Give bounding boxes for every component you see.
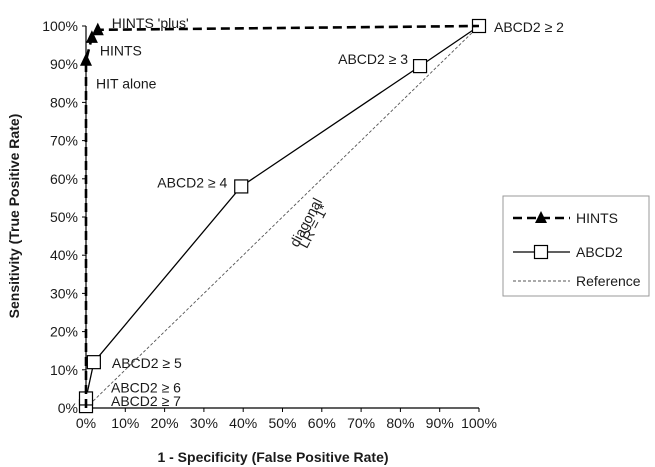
annotation-label: ABCD2 ≥ 6 [111,379,181,395]
legend-square-marker [533,244,549,260]
triangle-marker [91,22,104,36]
annotation-label: HINTS [100,42,142,58]
x-axis-title: 1 - Specificity (False Positive Rate) [157,449,388,465]
y-tick-label: 40% [50,247,78,263]
x-tick-label: 10% [111,415,139,431]
y-tick-label: 0% [58,400,78,416]
y-axis-ticks: 0% 10% 20% 30% 40% 50% 60% 70% 80% 90% 100% [42,18,86,416]
x-tick-label: 30% [190,415,218,431]
x-tick-label: 60% [308,415,336,431]
annotation-label: ABCD2 ≥ 3 [338,51,408,67]
y-tick-label: 30% [50,285,78,301]
annotation-label: ABCD2 ≥ 2 [494,19,564,35]
x-tick-label: 90% [426,415,454,431]
annotation-label: ABCD2 ≥ 4 [157,174,227,190]
y-tick-label: 70% [50,133,78,149]
x-tick-label: 70% [347,415,375,431]
y-tick-label: 10% [50,362,78,378]
x-tick-label: 100% [461,415,497,431]
annotation-label: ABCD2 ≥ 5 [112,355,182,371]
annotation-label: ABCD2 ≥ 7 [111,393,181,409]
y-tick-label: 90% [50,56,78,72]
legend-item-abcd2: ABCD2 [513,244,623,260]
legend-box [502,195,650,297]
series-hints [80,22,480,408]
x-tick-label: 0% [76,415,96,431]
series-line-reference [85,25,480,409]
square-marker [86,355,101,370]
legend: HINTS ABCD2 Reference [502,195,650,297]
legend-triangle-marker [535,211,547,223]
legend-label: Reference [576,273,641,289]
x-axis-ticks: 0% 10% 20% 30% 40% 50% 60% 70% 80% 90% 100% [76,408,497,431]
x-tick-label: 40% [229,415,257,431]
annotation-label: HINTS 'plus' [112,15,189,31]
y-tick-label: 80% [50,94,78,110]
legend-item-hints: HINTS [513,210,618,226]
triangle-marker [80,53,92,66]
y-tick-label: 20% [50,324,78,340]
square-marker [412,59,428,74]
triangle-marker [85,30,98,43]
x-tick-label: 80% [386,415,414,431]
annotation-label: HIT alone [96,75,157,91]
x-tick-label: 50% [268,415,296,431]
legend-label: HINTS [576,210,618,226]
legend-item-reference: Reference [513,273,641,289]
y-axis-title: Sensitivity (True Positive Rate) [6,114,22,319]
annotations: HINTS 'plus' HINTS HIT alone ABCD2 ≥ 2 ABCD2… [96,15,564,409]
square-marker [234,179,249,194]
series-layer [78,18,487,414]
legend-label: ABCD2 [576,244,623,260]
x-tick-label: 20% [151,415,179,431]
y-tick-label: 60% [50,171,78,187]
y-tick-label: 50% [50,209,78,225]
y-tick-label: 100% [42,18,78,34]
series-reference [85,25,480,409]
